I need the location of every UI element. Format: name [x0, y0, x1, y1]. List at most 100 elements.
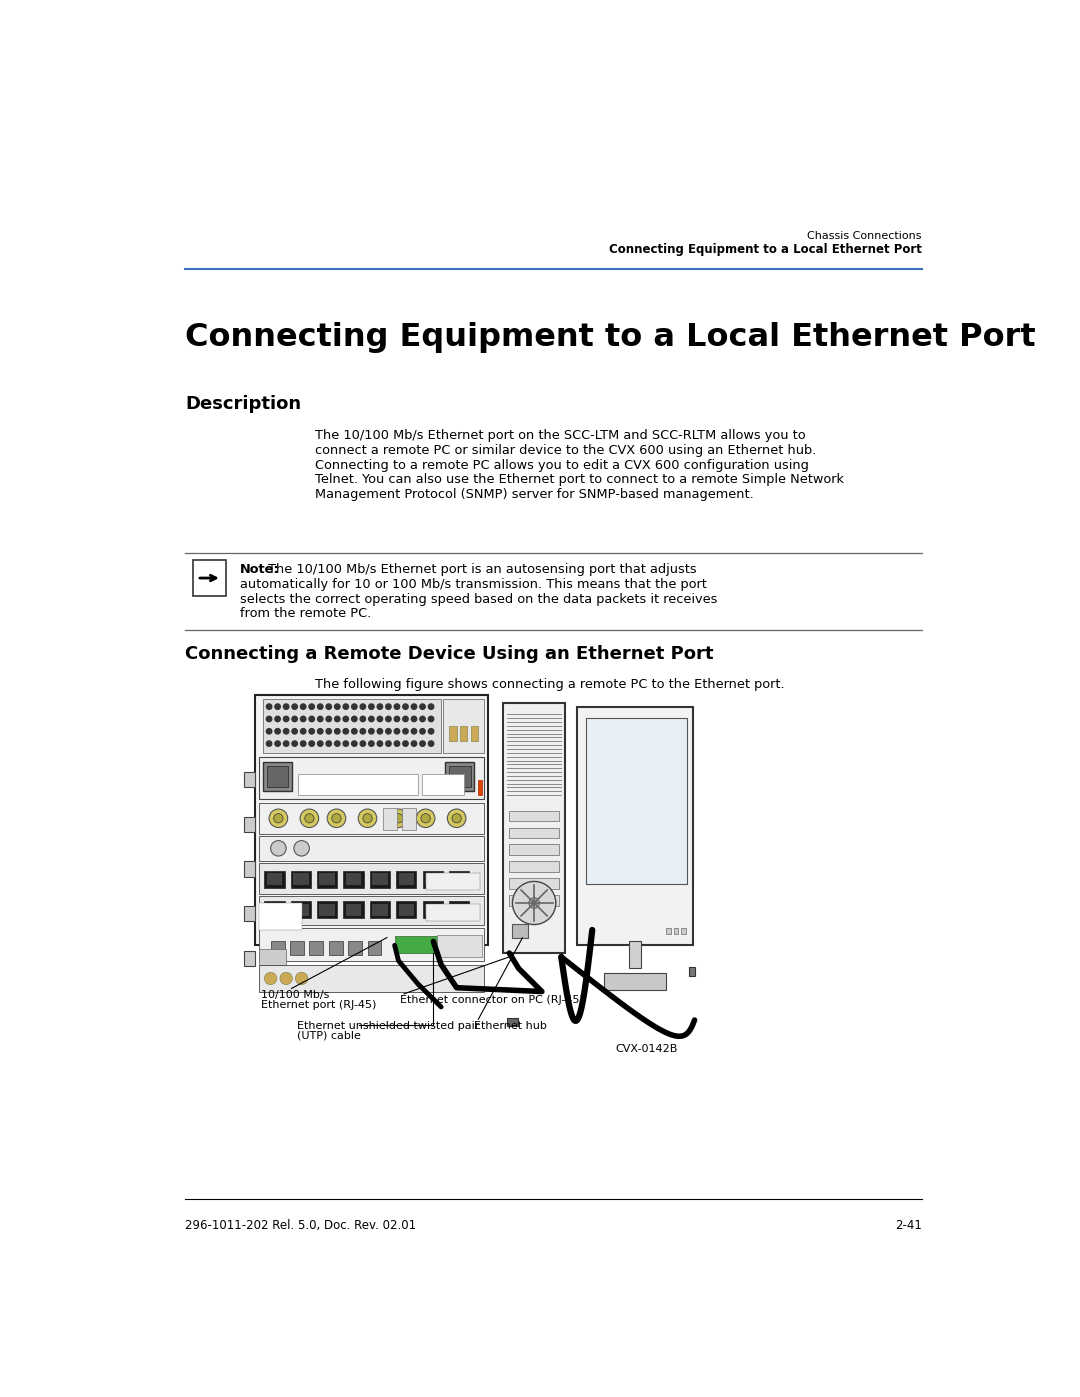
Text: Telnet. You can also use the Ethernet port to connect to a remote Simple Network: Telnet. You can also use the Ethernet po…: [314, 474, 843, 486]
Circle shape: [360, 704, 365, 710]
Text: selects the correct operating speed based on the data packets it receives: selects the correct operating speed base…: [240, 592, 717, 606]
Text: Description: Description: [186, 395, 301, 412]
Bar: [265, 870, 284, 887]
Circle shape: [267, 704, 272, 710]
Circle shape: [360, 717, 365, 722]
Circle shape: [429, 704, 434, 710]
Circle shape: [394, 704, 400, 710]
Bar: [369, 870, 390, 887]
Bar: [422, 901, 443, 918]
Circle shape: [403, 717, 408, 722]
Circle shape: [292, 729, 297, 733]
Circle shape: [296, 972, 308, 985]
Bar: [424, 873, 441, 886]
Circle shape: [300, 729, 306, 733]
Bar: [244, 907, 255, 922]
Circle shape: [377, 740, 382, 746]
Circle shape: [275, 740, 281, 746]
Circle shape: [292, 740, 297, 746]
Circle shape: [300, 717, 306, 722]
Text: Ethernet unshielded twisted pair: Ethernet unshielded twisted pair: [297, 1021, 480, 1031]
Circle shape: [300, 704, 306, 710]
Text: Ethernet hub: Ethernet hub: [474, 1021, 548, 1031]
Bar: [510, 895, 559, 907]
Circle shape: [275, 729, 281, 733]
Bar: [367, 940, 381, 954]
Bar: [437, 936, 482, 957]
Bar: [503, 703, 565, 953]
Bar: [293, 873, 309, 886]
Bar: [244, 817, 255, 833]
Bar: [343, 901, 364, 918]
Circle shape: [360, 729, 365, 733]
Circle shape: [429, 740, 434, 746]
Bar: [394, 936, 441, 953]
Text: Connecting Equipment to a Local Ethernet Port: Connecting Equipment to a Local Ethernet…: [609, 243, 921, 256]
Text: Chassis Connections: Chassis Connections: [807, 231, 921, 240]
Circle shape: [318, 740, 323, 746]
Bar: [396, 901, 416, 918]
Bar: [674, 928, 678, 933]
Bar: [346, 873, 362, 886]
Circle shape: [360, 740, 365, 746]
Text: Ethernet port (RJ-45): Ethernet port (RJ-45): [260, 1000, 376, 1010]
Bar: [510, 862, 559, 872]
Bar: [449, 870, 469, 887]
Circle shape: [300, 740, 306, 746]
Bar: [259, 964, 484, 992]
Circle shape: [335, 729, 340, 733]
Bar: [449, 766, 471, 788]
Text: The 10/100 Mb/s Ethernet port on the SCC-LTM and SCC-RLTM allows you to: The 10/100 Mb/s Ethernet port on the SCC…: [314, 429, 806, 443]
Circle shape: [343, 729, 349, 733]
Circle shape: [429, 729, 434, 733]
Bar: [510, 810, 559, 821]
Circle shape: [420, 704, 426, 710]
Circle shape: [265, 972, 276, 985]
Circle shape: [368, 740, 374, 746]
Circle shape: [377, 729, 382, 733]
Circle shape: [529, 898, 540, 908]
Bar: [510, 827, 559, 838]
Bar: [291, 940, 303, 954]
Bar: [451, 873, 467, 886]
Circle shape: [335, 704, 340, 710]
Circle shape: [403, 729, 408, 733]
Circle shape: [343, 704, 349, 710]
Text: connect a remote PC or similar device to the CVX 600 using an Ethernet hub.: connect a remote PC or similar device to…: [314, 444, 816, 457]
Circle shape: [318, 729, 323, 733]
Circle shape: [377, 704, 382, 710]
Circle shape: [368, 729, 374, 733]
Circle shape: [271, 841, 286, 856]
Circle shape: [318, 704, 323, 710]
Bar: [422, 870, 443, 887]
Circle shape: [269, 809, 287, 827]
Bar: [262, 763, 293, 791]
Bar: [403, 809, 416, 830]
Bar: [244, 862, 255, 877]
Circle shape: [326, 729, 332, 733]
Circle shape: [368, 704, 374, 710]
Circle shape: [363, 813, 373, 823]
Bar: [267, 766, 288, 788]
Circle shape: [394, 729, 400, 733]
Circle shape: [283, 729, 288, 733]
Bar: [477, 780, 482, 795]
Circle shape: [275, 717, 281, 722]
Bar: [666, 928, 671, 933]
Circle shape: [292, 704, 297, 710]
Circle shape: [335, 740, 340, 746]
Text: automatically for 10 or 100 Mb/s transmission. This means that the port: automatically for 10 or 100 Mb/s transmi…: [240, 578, 706, 591]
Circle shape: [343, 717, 349, 722]
Circle shape: [411, 740, 417, 746]
Circle shape: [327, 809, 346, 827]
Circle shape: [403, 740, 408, 746]
Bar: [259, 835, 484, 861]
Bar: [396, 870, 416, 887]
Bar: [577, 707, 693, 946]
Circle shape: [309, 729, 314, 733]
Circle shape: [305, 813, 314, 823]
Bar: [259, 803, 484, 834]
Bar: [629, 942, 642, 968]
Text: Management Protocol (SNMP) server for SNMP-based management.: Management Protocol (SNMP) server for SN…: [314, 488, 754, 502]
Circle shape: [267, 717, 272, 722]
